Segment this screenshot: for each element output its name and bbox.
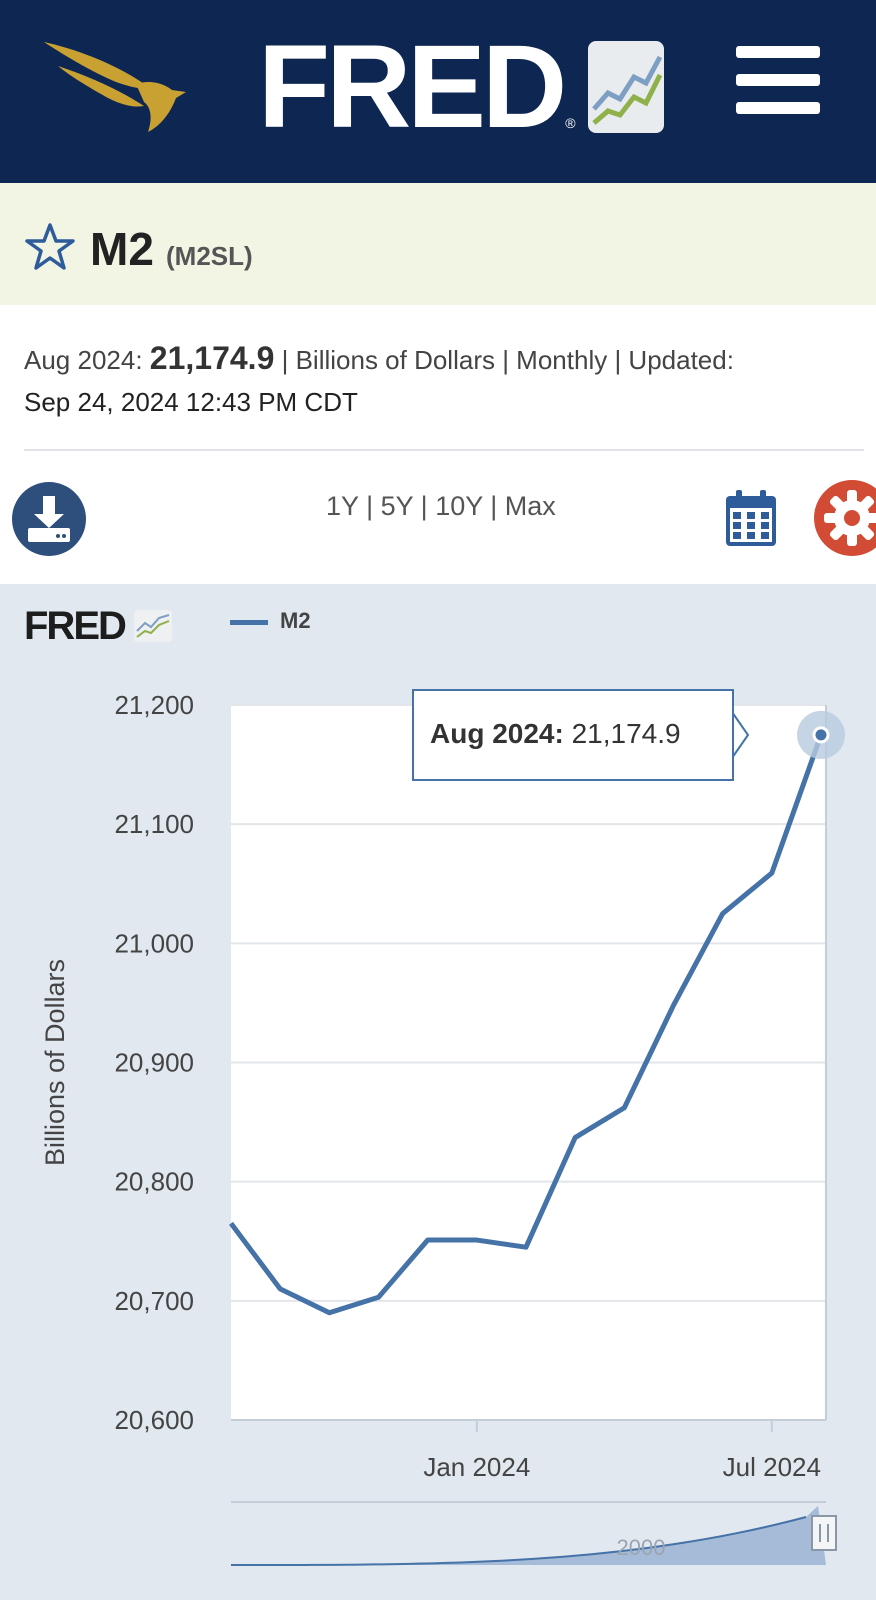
navigator-year-label: 2000 bbox=[617, 1535, 666, 1560]
legend-label: M2 bbox=[280, 608, 311, 633]
fred-logo[interactable]: FRED ® bbox=[258, 20, 666, 153]
latest-value: 21,174.9 bbox=[149, 340, 275, 376]
navigator-series-line bbox=[230, 1516, 807, 1566]
chart-fred-logo: FRED bbox=[24, 606, 173, 646]
range-separator: | bbox=[366, 491, 374, 521]
y-tick-label: 21,200 bbox=[114, 690, 194, 720]
series-title-band bbox=[0, 183, 876, 305]
fred-chart-logo-icon bbox=[587, 40, 664, 133]
tooltip-value: 21,174.9 bbox=[571, 718, 681, 749]
y-tick-label: 20,600 bbox=[114, 1405, 194, 1435]
navigator-series-area bbox=[231, 1506, 826, 1565]
range-1y[interactable]: 1Y bbox=[326, 491, 359, 521]
range-10y[interactable]: 10Y bbox=[435, 491, 483, 521]
y-tick-label: 20,700 bbox=[114, 1286, 194, 1316]
navigator-handle[interactable] bbox=[811, 1515, 837, 1551]
date-range-selector: 1Y | 5Y | 10Y | Max bbox=[326, 486, 556, 526]
legend-swatch bbox=[230, 620, 268, 625]
tooltip-period: Aug 2024: bbox=[430, 718, 564, 749]
m2-series-line bbox=[229, 734, 824, 1316]
hover-point bbox=[812, 726, 830, 744]
m2-line-chart[interactable]: 20,600 20,700 20,800 20,900 21,000 21,100 21,2… bbox=[0, 584, 876, 1600]
range-separator: | bbox=[490, 491, 498, 521]
range-separator: | bbox=[420, 491, 428, 521]
series-meta: Aug 2024: 21,174.9 | Billions of Dollars… bbox=[24, 334, 854, 384]
range-max[interactable]: Max bbox=[504, 491, 556, 521]
y-tick-label: 21,100 bbox=[114, 809, 194, 839]
divider bbox=[24, 449, 864, 451]
fred-chart-mini-icon bbox=[133, 610, 172, 642]
download-icon bbox=[28, 496, 70, 542]
series-units: | Billions of Dollars | Monthly | Update… bbox=[281, 345, 734, 375]
range-5y[interactable]: 5Y bbox=[380, 491, 414, 521]
registered-mark: ® bbox=[565, 115, 576, 131]
fred-logo-text: FRED bbox=[258, 20, 567, 153]
download-button[interactable] bbox=[12, 482, 86, 556]
y-tick-label: 20,800 bbox=[114, 1167, 194, 1197]
updated-timestamp: Sep 24, 2024 12:43 PM CDT bbox=[24, 387, 358, 417]
series-id: (M2SL) bbox=[166, 241, 253, 271]
x-tick-label: Jan 2024 bbox=[423, 1452, 530, 1482]
gear-icon[interactable] bbox=[814, 480, 876, 556]
y-axis-title: Billions of Dollars bbox=[40, 959, 70, 1166]
y-tick-label: 21,000 bbox=[114, 928, 194, 958]
chart-fred-logo-text: FRED bbox=[24, 604, 127, 648]
calendar-icon[interactable] bbox=[724, 488, 778, 548]
y-tick-label: 20,900 bbox=[114, 1048, 194, 1078]
chart-tooltip bbox=[412, 689, 734, 781]
series-title: M2 bbox=[90, 223, 154, 275]
favorite-star-icon[interactable] bbox=[24, 222, 76, 274]
x-tick-label: Jul 2024 bbox=[723, 1452, 821, 1482]
eagle-logo-icon[interactable] bbox=[40, 36, 200, 136]
latest-period: Aug 2024: bbox=[24, 345, 143, 375]
hamburger-menu-icon[interactable] bbox=[736, 46, 820, 118]
tooltip-text: Aug 2024: 21,174.9 bbox=[430, 714, 710, 754]
